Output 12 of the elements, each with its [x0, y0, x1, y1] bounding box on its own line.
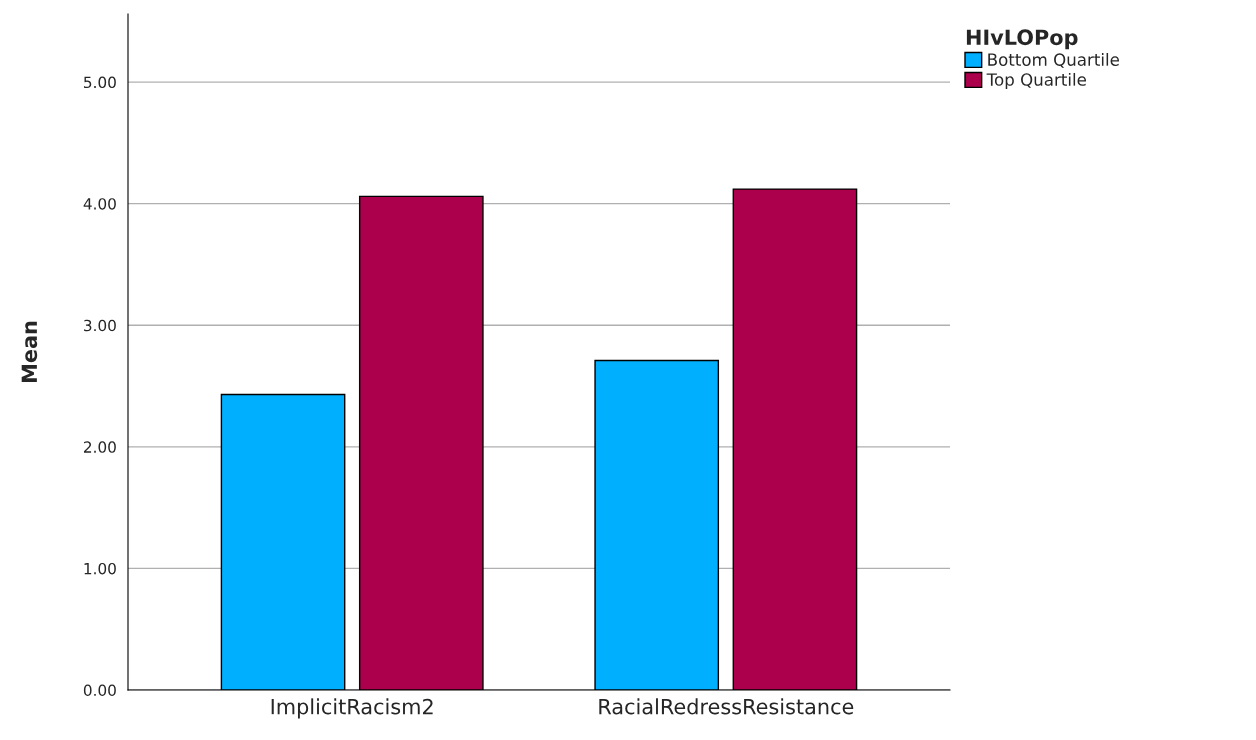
y-tick-label: 2.00 [83, 441, 116, 453]
y-tick-label: 1.00 [84, 562, 116, 575]
y-tick-label: 0.00 [83, 684, 116, 697]
legend-label: Top Quartile [986, 72, 1086, 90]
legend-label: Bottom Quartile [988, 53, 1120, 68]
y-axis-title: Mean [21, 321, 38, 382]
y-tick-label: 4.00 [83, 198, 116, 210]
x-tick-label: RacialRedressResistance [599, 698, 854, 715]
x-tick-label: ImplicitRacism2 [271, 698, 433, 719]
legend-title: HIvLOPop [966, 29, 1078, 50]
y-tick-label: 3.00 [84, 319, 116, 332]
y-tick-label: 5.00 [84, 76, 116, 89]
